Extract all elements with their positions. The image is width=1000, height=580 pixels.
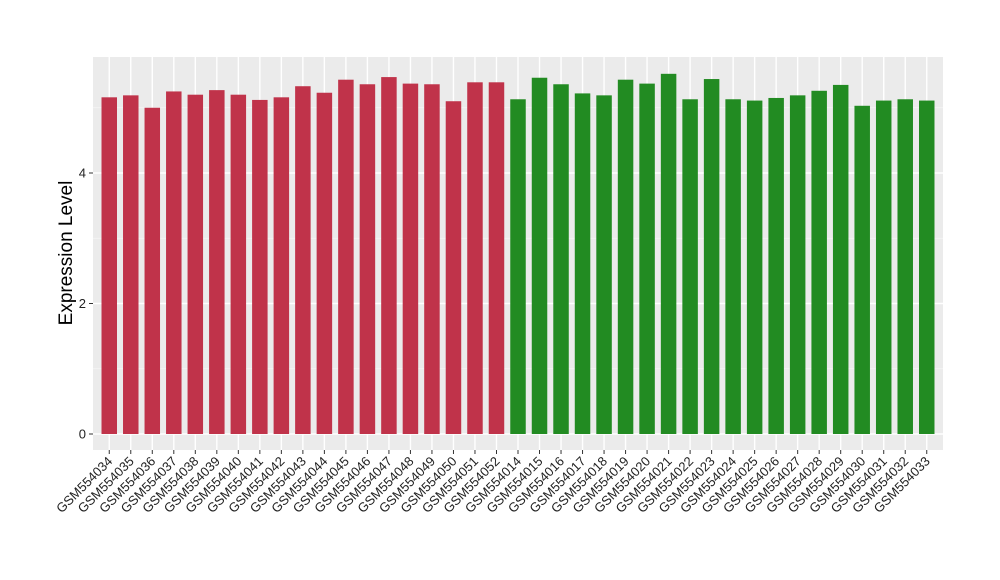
bar-GSM554027 — [789, 95, 806, 434]
bar-GSM554044 — [316, 92, 333, 435]
bar-GSM554025 — [746, 100, 763, 434]
bar-GSM554018 — [596, 95, 612, 434]
y-tick-label: 0 — [79, 427, 86, 442]
y-axis: 0 2 4 — [79, 166, 93, 442]
bar-GSM554031 — [875, 100, 892, 434]
y-axis-label: Expression Level — [56, 181, 77, 326]
bar-GSM554042 — [273, 97, 290, 434]
bar-GSM554048 — [402, 83, 419, 435]
bar-GSM554040 — [230, 94, 247, 434]
bar-GSM554047 — [381, 77, 397, 434]
bar-GSM554033 — [919, 100, 935, 434]
bar-GSM554052 — [488, 82, 505, 435]
bar-GSM554043 — [295, 86, 311, 434]
bar-GSM554041 — [252, 99, 268, 435]
bar-GSM554029 — [832, 84, 849, 434]
bar-GSM554038 — [187, 94, 204, 434]
bar-GSM554022 — [682, 99, 698, 435]
x-axis: GSM554034GSM554035GSM554036GSM554037GSM5… — [53, 450, 933, 516]
bar-GSM554021 — [660, 73, 677, 434]
bar-GSM554016 — [553, 84, 569, 434]
bar-GSM554046 — [359, 84, 376, 434]
bar-GSM554034 — [101, 97, 117, 434]
y-tick-label: 4 — [79, 166, 86, 181]
bar-GSM554032 — [897, 99, 913, 435]
bar-GSM554051 — [467, 82, 483, 435]
bar-GSM554045 — [338, 79, 354, 434]
bar-GSM554015 — [531, 77, 548, 435]
bars — [101, 73, 935, 435]
bar-GSM554014 — [510, 99, 526, 435]
bar-GSM554019 — [617, 79, 634, 434]
y-tick-label: 2 — [79, 296, 86, 311]
bar-GSM554024 — [725, 99, 741, 435]
bar-GSM554028 — [811, 90, 827, 434]
bar-GSM554037 — [166, 91, 182, 434]
bar-GSM554050 — [445, 101, 462, 434]
bar-GSM554020 — [639, 83, 655, 435]
bar-GSM554035 — [123, 95, 139, 434]
bar-GSM554017 — [574, 93, 591, 435]
bar-GSM554023 — [703, 79, 720, 434]
bar-GSM554049 — [424, 84, 440, 434]
bar-GSM554026 — [768, 97, 784, 435]
bar-GSM554030 — [854, 105, 870, 434]
bar-GSM554036 — [144, 107, 161, 434]
bar-GSM554039 — [209, 90, 225, 434]
